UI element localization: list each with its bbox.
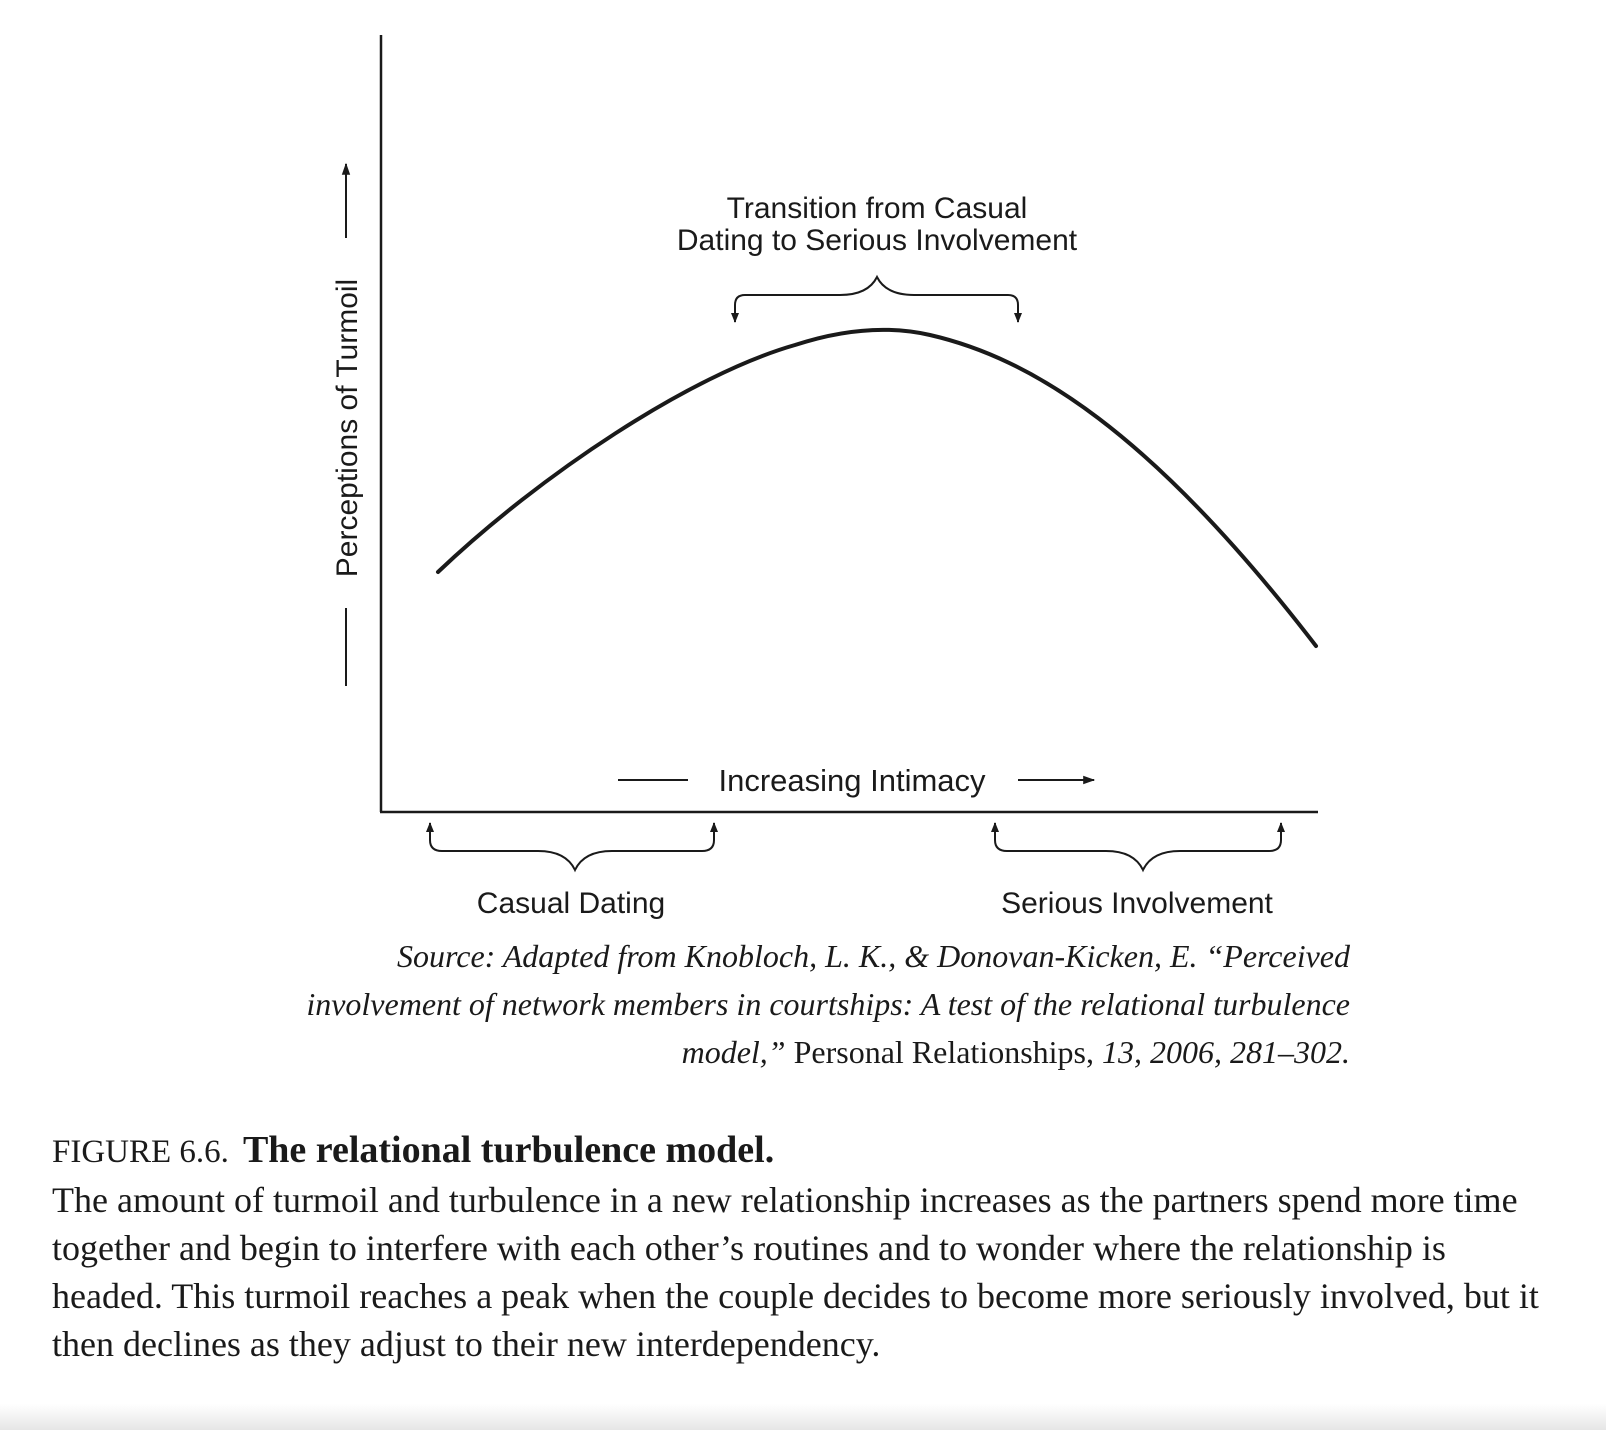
transition-brace xyxy=(734,274,1022,323)
figure-number: FIGURE 6.6. xyxy=(52,1134,229,1170)
x-axis-label: Increasing Intimacy xyxy=(718,763,986,798)
serious-involvement-brace xyxy=(994,822,1285,873)
casual-dating-brace xyxy=(429,822,718,873)
serious-involvement-label: Serious Involvement xyxy=(1001,887,1273,920)
source-journal: Personal Relationships, xyxy=(793,1034,1094,1070)
relational-turbulence-diagram: Perceptions of Turmoil Increasing Intima… xyxy=(331,35,1318,920)
figure-source-note: Source: Adapted from Knobloch, L. K., & … xyxy=(300,932,1350,1076)
source-volume: 13, 2006, 281–302. xyxy=(1102,1034,1350,1070)
turbulence-curve xyxy=(436,327,1318,648)
casual-dating-label: Casual Dating xyxy=(477,887,665,920)
caption-heading: FIGURE 6.6. The relational turbulence mod… xyxy=(52,1126,1562,1176)
caption-body: The amount of turmoil and turbulence in … xyxy=(52,1180,1539,1364)
figure-caption: FIGURE 6.6. The relational turbulence mod… xyxy=(52,1126,1562,1368)
source-citation: Source: Adapted from Knobloch, L. K., & … xyxy=(306,938,1350,1070)
y-axis-label: Perceptions of Turmoil xyxy=(331,279,364,577)
figure-title: The relational turbulence model. xyxy=(242,1129,775,1171)
transition-annotation-line-1: Transition from Casual xyxy=(727,192,1028,225)
transition-annotation-line-2: Dating to Serious Involvement xyxy=(677,224,1078,257)
bottom-edge-shade xyxy=(0,1404,1606,1430)
